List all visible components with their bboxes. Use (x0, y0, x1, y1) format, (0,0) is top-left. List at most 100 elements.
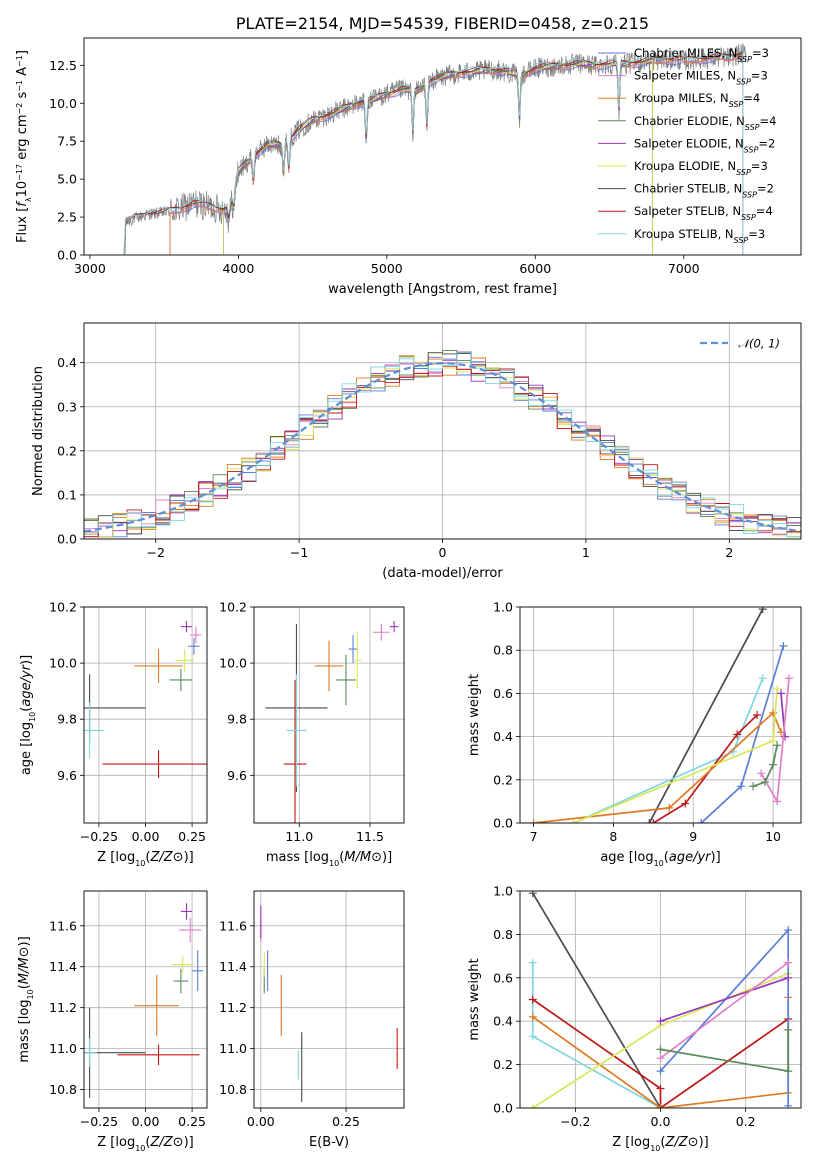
y-tick-label: 9.8 (227, 712, 247, 727)
weight-marker (528, 891, 537, 898)
weight-line (532, 892, 662, 1108)
x-tick-label: 0.0 (651, 1114, 671, 1129)
y-tick-label: 2.5 (57, 210, 77, 225)
x-tick-label: 0.25 (178, 829, 206, 844)
weight-line (648, 608, 764, 823)
legend-entry: Kroupa STELIB, NSSP=3 (634, 227, 765, 245)
weight-marker (773, 741, 782, 750)
weight-line (531, 962, 661, 1108)
y-tick-label: 11.6 (49, 918, 77, 933)
x-tick-label: 8 (609, 829, 617, 844)
observed-spectrum (123, 43, 747, 255)
weight-marker (758, 607, 767, 614)
weight-marker (656, 1017, 665, 1026)
y-axis-label: mass weight (467, 958, 482, 1040)
x-tick-label: 0 (439, 545, 447, 560)
legend-entry: Chabrier MILES, NSSP=3 (634, 46, 769, 64)
legend-entry: Kroupa MILES, NSSP=4 (634, 91, 760, 109)
data-point (134, 649, 183, 683)
data-point (173, 968, 189, 994)
y-tick-label: 0.1 (57, 487, 77, 502)
weight-marker (785, 674, 794, 683)
residual-histogram (84, 352, 801, 538)
y-tick-label: 0.2 (57, 443, 77, 458)
weight-line (533, 711, 782, 823)
weight-line (532, 998, 789, 1108)
data-point (175, 649, 194, 672)
y-tick-label: 0.6 (493, 970, 513, 985)
y-tick-label: 5.0 (57, 172, 77, 187)
x-tick-label: −0.25 (80, 829, 118, 844)
data-point (134, 974, 180, 1037)
x-axis-label: age [log10(age/yr)] (600, 850, 720, 868)
weight-marker (569, 819, 578, 823)
y-axis-label: age [log10(age/yr)] (19, 655, 37, 775)
y-tick-label: 10.2 (49, 600, 77, 615)
x-tick-label: 11.5 (356, 829, 384, 844)
weight-marker (697, 819, 706, 823)
chart-title: PLATE=2154, MJD=54539, FIBERID=0458, z=0… (236, 14, 649, 33)
data-point (389, 621, 399, 633)
y-tick-label: 1.0 (493, 600, 513, 615)
data-point (102, 750, 207, 779)
x-tick-label: 4000 (222, 261, 254, 276)
y-tick-label: 11.4 (219, 959, 247, 974)
axes-frame (253, 606, 405, 824)
x-tick-label: −0.2 (560, 1114, 590, 1129)
model-spectrum (123, 48, 744, 255)
y-tick-label: 0.4 (493, 729, 513, 744)
x-tick-label: −2 (146, 545, 164, 560)
weight-marker (528, 1012, 537, 1021)
weight-marker (781, 732, 790, 741)
y-tick-label: 7.5 (57, 134, 77, 149)
y-tick-label: 10.0 (49, 96, 77, 111)
y-tick-label: 10.8 (49, 1082, 77, 1097)
axes-frame (83, 322, 802, 540)
y-tick-label: 11.2 (219, 1000, 247, 1015)
weight-marker (528, 995, 537, 1004)
x-tick-label: 10 (765, 829, 781, 844)
weight-line (752, 745, 778, 788)
y-tick-label: 11.0 (49, 1041, 77, 1056)
data-point (179, 917, 202, 943)
y-tick-label: 9.8 (57, 712, 77, 727)
y-tick-label: 0.0 (57, 532, 77, 547)
x-tick-label: 2 (725, 545, 733, 560)
y-tick-label: 0.8 (493, 643, 513, 658)
y-axis-label: Flux [fλ10−17 erg cm−2 s−1 A−1] (15, 50, 33, 243)
weight-marker (656, 1084, 665, 1093)
x-tick-label: −1 (290, 545, 308, 560)
y-axis-label: mass weight (467, 674, 482, 756)
data-point (348, 635, 358, 664)
weight-line (659, 961, 789, 1059)
y-tick-label: 10.0 (49, 656, 77, 671)
weight-marker (784, 926, 793, 935)
y-tick-label: 0.6 (493, 686, 513, 701)
weight-marker (773, 685, 782, 694)
weight-marker (769, 760, 778, 769)
weight-marker (656, 1054, 665, 1063)
x-axis-label: wavelength [Angstrom, rest frame] (328, 282, 557, 297)
x-tick-label: 1 (582, 545, 590, 560)
weight-marker (665, 803, 674, 812)
legend-entry: Kroupa ELODIE, NSSP=3 (634, 159, 768, 177)
x-tick-label: 7 (530, 829, 538, 844)
y-tick-label: 10.2 (219, 600, 247, 615)
x-axis-label: Z [log10(Z/Z⊙)] (97, 850, 193, 868)
weight-marker (758, 674, 767, 683)
weight-marker (784, 1101, 793, 1108)
weight-marker (656, 1067, 665, 1076)
x-tick-label: 6000 (519, 261, 551, 276)
weight-marker (784, 958, 793, 967)
legend-entry: Salpeter MILES, NSSP=3 (634, 69, 768, 87)
y-tick-label: 10.0 (219, 656, 247, 671)
weight-marker (773, 797, 782, 806)
legend-entry: Salpeter ELODIE, NSSP=2 (634, 136, 775, 154)
data-point (84, 1038, 98, 1068)
data-point (192, 950, 204, 992)
x-tick-label: 5000 (371, 261, 403, 276)
legend-entry: Chabrier STELIB, NSSP=2 (634, 182, 774, 200)
data-point (353, 632, 362, 689)
y-tick-label: 0.4 (57, 355, 77, 370)
y-tick-label: 0.3 (57, 399, 77, 414)
